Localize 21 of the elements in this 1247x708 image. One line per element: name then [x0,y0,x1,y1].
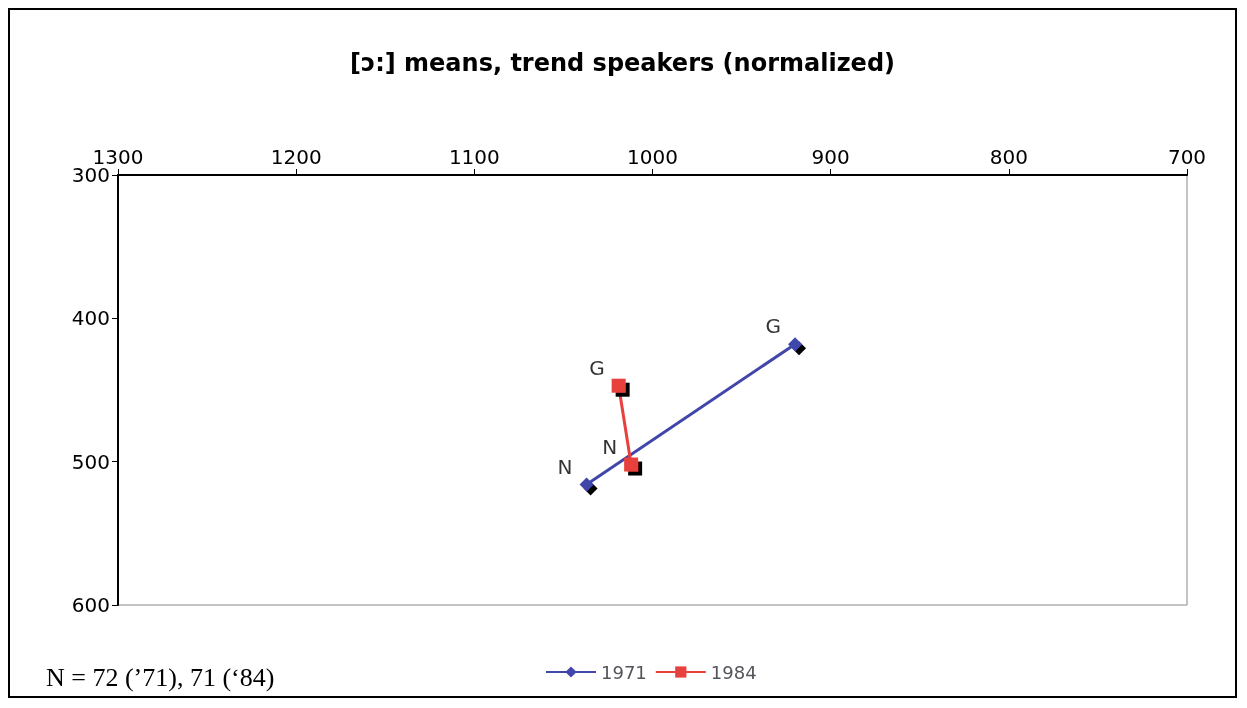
y-tick-label: 500 [71,449,110,474]
text: N = 72 (’71), 71 (‘84) [46,662,275,692]
x-tick-label: 1200 [270,145,322,169]
point [788,337,803,352]
x-tick-label: 700 [1167,145,1207,169]
point [624,457,639,472]
point [611,378,626,393]
annotation: G [589,355,605,380]
y-tick-label: 600 [71,593,110,617]
legend-label: 1971 [601,661,647,683]
annotation: G [765,314,782,339]
legend-label: 1984 [710,661,757,683]
chart-title: [ɔ:] means, trend speakers (normalized) [349,49,896,77]
annotation: N [602,434,618,459]
x-tick-label: 1000 [627,145,678,169]
y-tick-label: 400 [71,306,110,331]
x-tick-label: 1100 [448,145,500,169]
x-tick-label: 800 [989,145,1028,169]
annotation: N [557,454,573,479]
x-tick-label: 900 [811,145,850,169]
point [579,477,594,492]
